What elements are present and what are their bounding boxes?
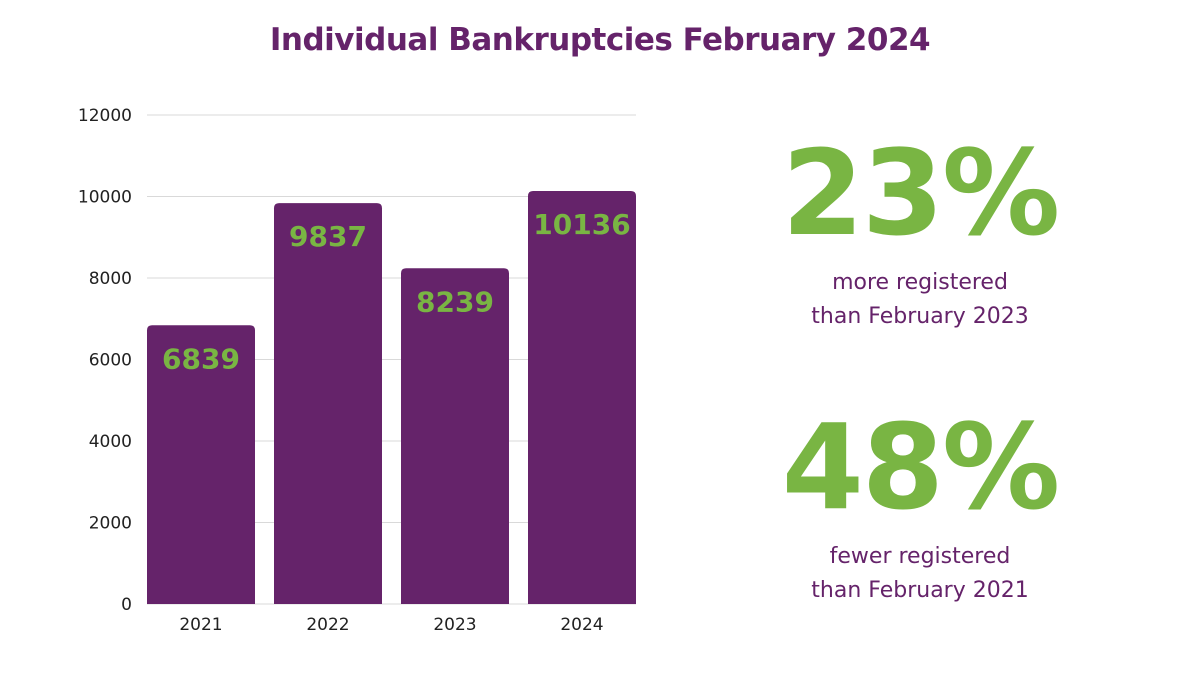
bar-value-label-2021: 6839 bbox=[162, 342, 240, 375]
bar-2021 bbox=[147, 325, 255, 604]
stat-line: than February 2021 bbox=[811, 578, 1029, 603]
y-tick-label: 0 bbox=[121, 595, 132, 615]
stat-line: fewer registered bbox=[829, 544, 1011, 569]
bar-value-label-2023: 8239 bbox=[416, 285, 494, 318]
bars bbox=[147, 190, 636, 604]
bar-2022 bbox=[274, 203, 382, 604]
bar-value-labels: 6839 9837 8239 10136 bbox=[162, 208, 631, 375]
stat-value-2: 48% bbox=[781, 398, 1060, 536]
x-tick-label-2023: 2023 bbox=[433, 615, 476, 635]
stat-block-2: 48% fewer registered than February 2021 bbox=[720, 408, 1120, 608]
y-tick-label: 10000 bbox=[78, 188, 132, 208]
stat-line: than February 2023 bbox=[811, 304, 1029, 329]
bar-value-label-2024: 10136 bbox=[533, 208, 630, 241]
bar-chart: 0 2000 4000 6000 8000 10000 12000 6839 9837 8239… bbox=[78, 106, 636, 635]
x-tick-label-2021: 2021 bbox=[179, 615, 222, 635]
stat-text-2: fewer registered than February 2021 bbox=[720, 540, 1120, 608]
x-axis-ticks: 2021 2022 2023 2024 bbox=[179, 615, 603, 635]
bar-2023 bbox=[401, 268, 509, 604]
y-tick-label: 12000 bbox=[78, 106, 132, 126]
bar-2024 bbox=[528, 190, 636, 604]
y-axis-ticks: 0 2000 4000 6000 8000 10000 12000 bbox=[78, 106, 132, 615]
stat-block-1: 23% more registered than February 2023 bbox=[720, 134, 1120, 334]
page-title: Individual Bankruptcies February 2024 bbox=[269, 22, 931, 58]
stat-value-1: 23% bbox=[781, 124, 1060, 262]
y-tick-label: 6000 bbox=[89, 351, 132, 371]
x-tick-label-2022: 2022 bbox=[306, 615, 349, 635]
x-tick-label-2024: 2024 bbox=[560, 615, 603, 635]
y-tick-label: 4000 bbox=[89, 432, 132, 452]
stat-line: more registered bbox=[832, 270, 1008, 295]
y-tick-label: 8000 bbox=[89, 269, 132, 289]
stat-text-1: more registered than February 2023 bbox=[720, 266, 1120, 334]
bar-value-label-2022: 9837 bbox=[289, 220, 367, 253]
y-tick-label: 2000 bbox=[89, 514, 132, 534]
